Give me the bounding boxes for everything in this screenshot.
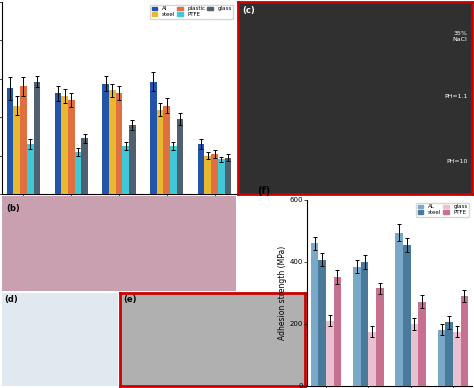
- Bar: [410, 324, 418, 386]
- Bar: [418, 302, 426, 386]
- Bar: [334, 277, 341, 386]
- Bar: [438, 329, 446, 386]
- Bar: [204, 156, 211, 194]
- Text: (b): (b): [7, 204, 20, 213]
- Bar: [177, 119, 183, 194]
- Bar: [311, 243, 319, 386]
- Bar: [361, 262, 368, 386]
- Text: PH=10: PH=10: [446, 159, 467, 165]
- Bar: [81, 138, 88, 194]
- Text: (e): (e): [124, 295, 137, 304]
- Bar: [109, 90, 116, 194]
- Text: PH=1.1: PH=1.1: [444, 94, 467, 99]
- Bar: [7, 88, 13, 194]
- Bar: [376, 288, 383, 386]
- Bar: [55, 93, 61, 194]
- Bar: [68, 100, 74, 194]
- Bar: [13, 106, 20, 194]
- Bar: [34, 82, 40, 194]
- Bar: [395, 232, 403, 386]
- Text: (f): (f): [257, 186, 271, 196]
- Text: 35%
NaCl: 35% NaCl: [453, 31, 467, 42]
- Bar: [150, 82, 157, 194]
- Legend: Al, steel, plastic, PTFE, glass: Al, steel, plastic, PTFE, glass: [150, 5, 233, 19]
- Bar: [116, 93, 122, 194]
- Bar: [74, 152, 81, 194]
- Bar: [453, 332, 461, 386]
- Bar: [403, 245, 410, 386]
- Bar: [218, 159, 225, 194]
- Bar: [61, 96, 68, 194]
- Bar: [326, 321, 334, 386]
- Bar: [198, 144, 204, 194]
- Bar: [122, 146, 129, 194]
- Bar: [461, 296, 468, 386]
- Bar: [157, 109, 164, 194]
- Bar: [164, 106, 170, 194]
- Y-axis label: Adhesion strength (MPa): Adhesion strength (MPa): [278, 246, 287, 340]
- Bar: [211, 154, 218, 194]
- Bar: [102, 83, 109, 194]
- Bar: [170, 146, 177, 194]
- Text: (d): (d): [4, 295, 18, 304]
- Bar: [446, 322, 453, 386]
- Bar: [129, 125, 136, 194]
- Text: (c): (c): [243, 6, 255, 15]
- Bar: [319, 260, 326, 386]
- Bar: [353, 267, 361, 386]
- Legend: AL, steel, glass, PTFE: AL, steel, glass, PTFE: [416, 203, 469, 217]
- Bar: [225, 158, 231, 194]
- Bar: [368, 332, 376, 386]
- Bar: [27, 144, 34, 194]
- Bar: [20, 87, 27, 194]
